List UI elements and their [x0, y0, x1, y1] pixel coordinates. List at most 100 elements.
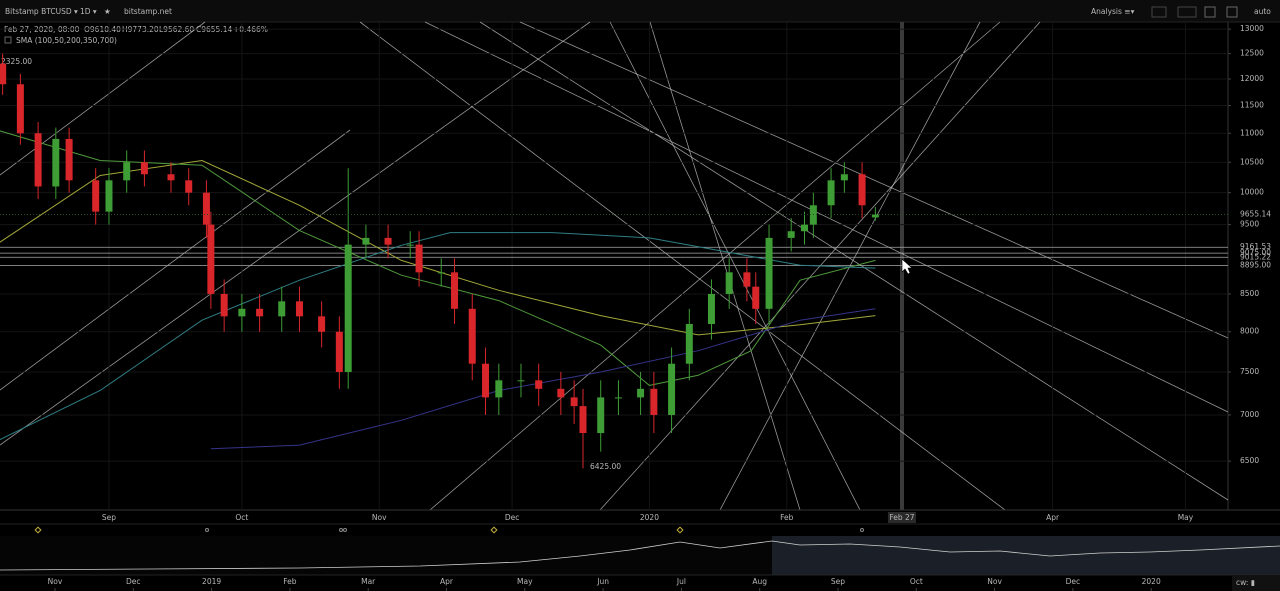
candle-body [415, 244, 423, 273]
navigator-line [0, 540, 1280, 571]
candle-body [495, 380, 503, 398]
status-box [1232, 576, 1280, 591]
price-line-label: 8895.00 [1240, 261, 1271, 270]
candle-body [202, 192, 210, 225]
legend-indicator: SMA (100,50,200,350,700) [16, 36, 117, 45]
candle-body [800, 224, 808, 232]
candle-body [517, 380, 525, 382]
candle-body [185, 180, 193, 193]
analysis-button[interactable]: Analysis ≡▾ [1091, 7, 1135, 16]
sma-line [0, 159, 876, 336]
navigator-label: 2020 [1142, 577, 1161, 586]
symbol-button[interactable]: Bitstamp BTCUSD ▾ [5, 7, 78, 16]
draw-tool-button[interactable] [1177, 6, 1197, 18]
y-tick-label: 10000 [1240, 188, 1264, 197]
sma-line [0, 232, 876, 441]
candle-body [840, 174, 848, 181]
x-tick-label: Dec [505, 513, 520, 522]
event-marker[interactable] [676, 526, 684, 534]
navigator-label: Feb [283, 577, 297, 586]
candle-body [344, 244, 352, 372]
navigator-label: May [517, 577, 533, 586]
price-line-label: 9075.00 [1240, 248, 1271, 257]
candle-body [34, 133, 42, 187]
candle-body [256, 308, 264, 317]
mouse-cursor [901, 258, 913, 275]
candle-body [451, 272, 459, 309]
price-line-label: 9161.53 [1240, 242, 1271, 251]
indicator-toggle[interactable] [4, 36, 12, 44]
crosshair-label: Feb 27 [889, 513, 914, 522]
crosshair-label-box [887, 512, 916, 523]
candle-body [579, 406, 587, 434]
x-tick-label: May [1178, 513, 1194, 522]
event-marker[interactable] [860, 528, 864, 532]
event-marker[interactable] [34, 526, 42, 534]
candle-body [858, 174, 866, 206]
candle-body [752, 286, 760, 309]
candle-body [871, 214, 879, 218]
candle-body [685, 323, 693, 364]
high-annotation: 2325.00 [1, 57, 32, 66]
trendline [479, 21, 1229, 501]
event-marker[interactable] [343, 528, 347, 532]
y-tick-label: 12000 [1240, 74, 1264, 83]
y-tick-label: 7000 [1240, 410, 1259, 419]
candle-body [335, 331, 343, 372]
navigator-label: Nov [48, 577, 63, 586]
x-tick-label: Apr [1046, 513, 1060, 522]
y-tick-label: 8000 [1240, 327, 1259, 336]
y-tick-label: 11000 [1240, 128, 1264, 137]
candle-body [52, 138, 60, 187]
candle-body [384, 237, 392, 245]
event-marker[interactable] [339, 528, 343, 532]
chart-type-button[interactable] [1151, 6, 1167, 18]
event-markers [34, 526, 864, 534]
candle-body [92, 180, 100, 212]
y-tick-label: 6500 [1240, 456, 1259, 465]
y-tick-label: 13000 [1240, 24, 1264, 33]
x-tick-label: Sep [102, 513, 116, 522]
interval-button[interactable]: 1D ▾ [80, 7, 97, 16]
navigator-label: 2019 [202, 577, 221, 586]
candle-body [295, 301, 303, 317]
candle-body [787, 231, 795, 238]
candle-body [597, 397, 605, 434]
navigator-window[interactable] [772, 536, 1280, 575]
x-tick-label: Nov [372, 513, 387, 522]
candle-body [406, 244, 414, 246]
navigator-label: Jun [596, 577, 609, 586]
candle-body [123, 162, 131, 181]
price-line-label: 9015.22 [1240, 252, 1271, 261]
candle-body [16, 84, 24, 134]
low-annotation: 6425.00 [590, 462, 621, 471]
last-price-label: 9655.14 [1240, 210, 1271, 219]
favorite-button[interactable]: ★ [104, 7, 111, 16]
event-marker[interactable] [205, 528, 209, 532]
status-cw[interactable]: cw: ▮ [1236, 578, 1255, 587]
candle-body [614, 397, 622, 399]
candle-body [668, 363, 676, 415]
candle-body [707, 293, 715, 324]
candle-body [535, 380, 543, 389]
candle-body [482, 363, 490, 398]
navigator-label: Dec [126, 577, 141, 586]
candle-body [725, 272, 733, 294]
auto-button[interactable]: auto [1254, 7, 1271, 16]
navigator-label: Dec [1066, 577, 1081, 586]
navigator-label: Oct [910, 577, 923, 586]
event-marker[interactable] [490, 526, 498, 534]
y-tick-label: 11500 [1240, 101, 1264, 110]
save-button[interactable] [1204, 6, 1216, 18]
y-tick-label: 8500 [1240, 289, 1259, 298]
trendline [0, 21, 591, 446]
x-tick-label: Oct [235, 513, 248, 522]
fullscreen-button[interactable] [1226, 6, 1238, 18]
y-tick-label: 12500 [1240, 49, 1264, 58]
candle-body [765, 237, 773, 309]
candle-body [570, 397, 578, 407]
navigator-label: Aug [752, 577, 767, 586]
trendline [0, 21, 206, 176]
